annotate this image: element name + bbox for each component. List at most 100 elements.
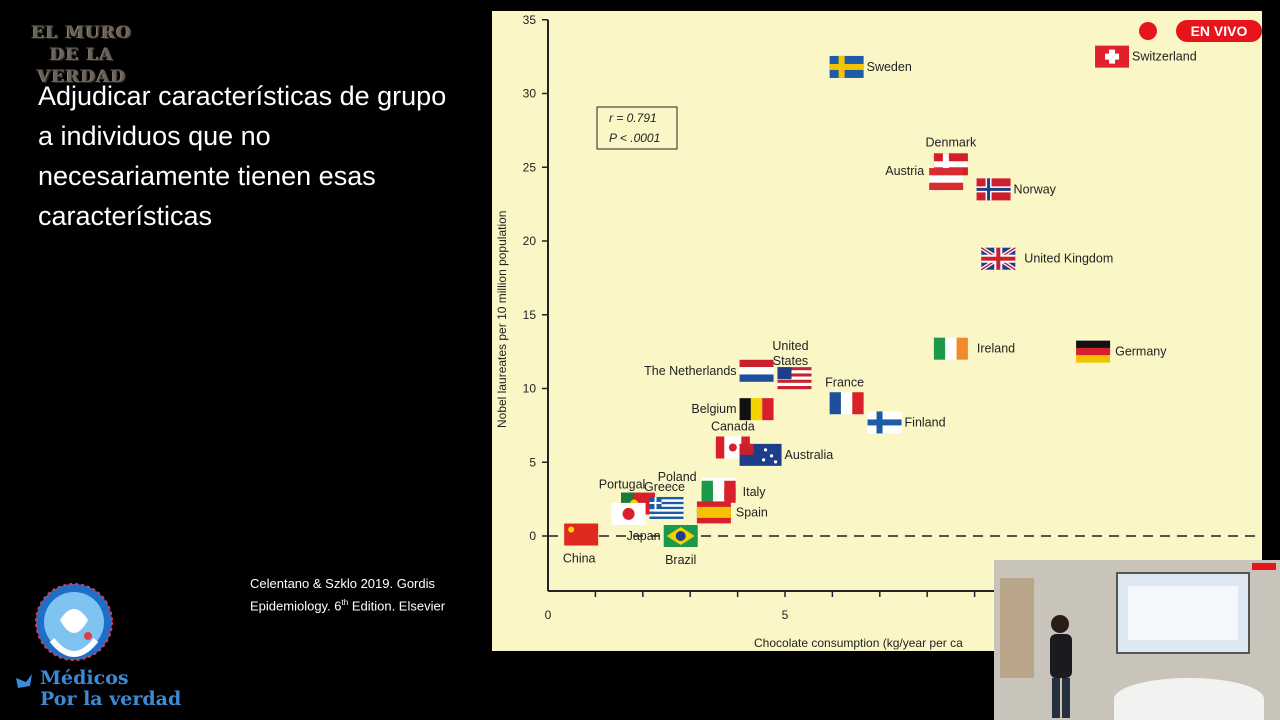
point-label-line: Italy <box>743 485 767 499</box>
point-label-line: Switzerland <box>1132 50 1197 64</box>
point-label-ireland: Ireland <box>977 342 1015 356</box>
x-tick-label: 0 <box>545 608 552 622</box>
point-label-line: States <box>773 354 808 368</box>
citation-superscript: th <box>341 598 349 607</box>
brand-line-1: Médicos <box>40 667 129 689</box>
point-label-sweden: Sweden <box>867 60 912 74</box>
point-label-line: Portugal <box>599 478 646 492</box>
citation: Celentano & Szklo 2019. Gordis Epidemiol… <box>250 574 445 615</box>
point-label-line: Belgium <box>691 402 736 416</box>
speaker-video <box>994 560 1280 720</box>
speaker-figure <box>1050 615 1072 718</box>
point-label-brazil: Brazil <box>665 553 696 567</box>
y-tick-label: 10 <box>523 382 537 396</box>
y-tick-label: 35 <box>523 13 537 27</box>
point-label-italy: Italy <box>743 485 767 499</box>
point-label-germany: Germany <box>1115 345 1167 359</box>
point-label-line: Brazil <box>665 553 696 567</box>
flag-point-greece <box>649 496 684 519</box>
projection-screen <box>1116 572 1250 654</box>
point-label-line: Australia <box>785 448 834 462</box>
point-label-portugal: Portugal <box>599 478 646 492</box>
point-label-finland: Finland <box>905 415 946 429</box>
y-tick-label: 5 <box>529 455 536 469</box>
point-label-greece: Greece <box>644 480 685 494</box>
point-label-united-states: United States <box>772 339 808 368</box>
chart-axes: 0 5 10 15 20 25 30 35 0 5 Chocolate consumption (k… <box>495 13 1262 650</box>
medicos-logo-icon <box>16 583 113 688</box>
flag-point-japan <box>611 502 646 525</box>
logo-line-1: EL MURO <box>31 23 133 43</box>
flag-point-germany <box>1076 340 1111 363</box>
citation-line-2-post: Edition. Elsevier <box>348 598 446 614</box>
point-label-line: Spain <box>736 505 768 519</box>
point-label-denmark: Denmark <box>926 135 977 149</box>
point-label-switzerland: Switzerland <box>1132 50 1197 64</box>
flag-point-norway <box>976 178 1011 201</box>
point-label-line: Poland <box>658 470 697 484</box>
y-tick-label: 0 <box>529 529 536 543</box>
y-tick-label: 15 <box>523 308 537 322</box>
y-axis-label: Nobel laureates per 10 million populatio… <box>495 211 509 428</box>
point-label-norway: Norway <box>1014 182 1057 196</box>
point-label-poland: Poland <box>658 470 697 484</box>
stat-box-border <box>596 106 678 150</box>
flag-point-united-states <box>777 367 812 390</box>
slide-heading: Adjudicar características de grupo a ind… <box>38 81 447 231</box>
point-label-spain: Spain <box>736 505 768 519</box>
point-label-line: Denmark <box>926 135 977 149</box>
x-axis-label: Chocolate consumption (kg/year per ca <box>754 636 963 650</box>
flag-point-austria <box>929 168 964 191</box>
flag-point-france <box>829 392 864 415</box>
point-label-line: Ireland <box>977 342 1015 356</box>
flag-point-sweden <box>829 55 864 78</box>
video-live-badge <box>1252 563 1276 570</box>
brand-name: Médicos Por la verdad <box>40 668 181 710</box>
flag-point-ireland <box>933 337 968 360</box>
round-table <box>1114 678 1264 720</box>
point-label-china: China <box>563 552 596 566</box>
point-label-line: United Kingdom <box>1024 252 1113 266</box>
chart-panel: 0 5 10 15 20 25 30 35 0 5 Chocolate consumption (k… <box>492 11 1262 651</box>
flag-point-finland <box>867 411 902 434</box>
point-label-france: France <box>825 375 864 389</box>
logo-line-2: DE LA <box>50 45 114 65</box>
point-label-line: Austria <box>885 164 924 178</box>
live-dot-icon <box>1139 22 1157 40</box>
video-door <box>1000 578 1034 678</box>
point-label-line: Canada <box>711 420 755 434</box>
p-value-label: P < .0001 <box>609 131 660 145</box>
point-label-united-kingdom: United Kingdom <box>1024 252 1113 266</box>
citation-line-2-pre: Epidemiology. 6 <box>250 598 342 614</box>
flag-point-switzerland <box>1095 45 1130 68</box>
citation-line-2: Epidemiology. 6th Edition. Elsevier <box>250 593 445 615</box>
correlation-label: r = 0.791 <box>609 111 657 125</box>
flag-point-china <box>564 523 599 546</box>
y-tick-label: 25 <box>523 160 537 174</box>
muro-logo: EL MURO DE LA VERDAD <box>26 22 138 100</box>
flag-point-spain <box>696 501 731 524</box>
point-label-line: Germany <box>1115 345 1167 359</box>
scatter-chart: 0 5 10 15 20 25 30 35 0 5 Chocolate consumption (k… <box>495 13 1262 650</box>
point-label-line: China <box>563 552 596 566</box>
point-label-line: Sweden <box>867 60 912 74</box>
point-label-the-netherlands: The Netherlands <box>644 364 736 378</box>
flag-point-united-kingdom <box>980 246 1017 272</box>
x-tick-label: 5 <box>782 608 789 622</box>
flag-point-italy <box>701 480 736 503</box>
point-label-line: The Netherlands <box>644 364 736 378</box>
point-label-line: Norway <box>1014 182 1057 196</box>
point-label-belgium: Belgium <box>691 402 736 416</box>
point-label-canada: Canada <box>711 420 755 434</box>
point-label-line: France <box>825 375 864 389</box>
citation-line-1: Celentano & Szklo 2019. Gordis <box>250 576 435 591</box>
point-label-austria: Austria <box>885 164 924 178</box>
flag-point-australia <box>739 443 782 466</box>
logo-line-3: VERDAD <box>37 67 127 87</box>
point-label-line: Greece <box>644 480 685 494</box>
projection-content <box>1128 586 1238 640</box>
point-label-japan: Japan <box>627 529 661 543</box>
live-badge: EN VIVO <box>1176 20 1262 42</box>
point-label-line: United <box>772 339 808 353</box>
stat-box: r = 0.791 P < .0001 <box>596 106 678 150</box>
